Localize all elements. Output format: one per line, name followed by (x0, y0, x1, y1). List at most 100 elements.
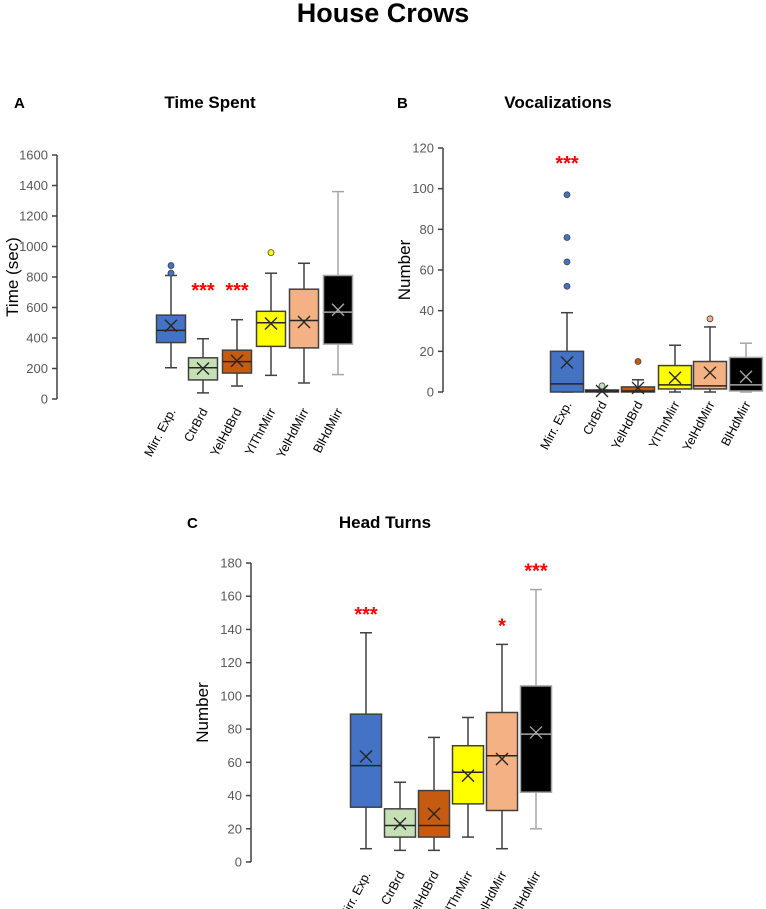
y-tick-label: 0 (41, 392, 48, 407)
y-axis-label: Time (sec) (3, 237, 22, 317)
significance-marker: *** (191, 280, 215, 302)
x-tick-label: Mirr. Exp. (142, 406, 179, 459)
y-tick-label: 40 (420, 303, 434, 318)
y-tick-label: 40 (228, 788, 242, 803)
x-tick-label: YelHdBrd (208, 406, 245, 459)
y-tick-label: 400 (26, 331, 48, 346)
y-tick-label: 20 (228, 821, 242, 836)
mean-marker (164, 319, 178, 333)
box-1: CtrBrd (378, 781, 417, 908)
y-tick-label: 20 (420, 344, 434, 359)
y-tick-label: 140 (220, 622, 242, 637)
box-iqr (255, 310, 287, 348)
box-iqr (155, 314, 187, 344)
x-tick-label: YlThrMirr (439, 869, 475, 909)
box-4: YelHdMirr (274, 262, 320, 461)
y-tick-label: 1000 (19, 239, 48, 254)
significance-marker: *** (225, 280, 249, 302)
mean-marker (196, 362, 210, 375)
y-tick-label: 600 (26, 300, 48, 315)
significance-marker: *** (555, 153, 579, 175)
outlier-point (598, 382, 606, 390)
box-5: *** BlHdMirr (508, 561, 553, 909)
mean-marker (495, 752, 509, 766)
y-tick-label: 160 (220, 589, 242, 604)
y-tick-label: 800 (26, 270, 48, 285)
box-iqr (692, 360, 728, 390)
x-tick-label: BlHdMirr (310, 406, 345, 455)
mean-marker (359, 750, 373, 764)
mean-marker (427, 807, 441, 821)
y-axis-label: Number (395, 239, 414, 300)
significance-marker: *** (524, 561, 548, 583)
x-tick-label: YlThrMirr (646, 399, 682, 451)
y-tick-label: 0 (427, 385, 434, 400)
x-tick-label: BlHdMirr (508, 869, 543, 909)
mean-marker (631, 381, 645, 395)
mean-marker (529, 725, 543, 739)
x-tick-label: CtrBrd (378, 869, 407, 908)
outlier-point (167, 262, 175, 269)
box-iqr (728, 356, 764, 392)
box-1: CtrBrd (580, 382, 620, 438)
box-1: *** CtrBrd (181, 280, 219, 445)
box-3: YlThrMirr (646, 344, 693, 451)
chart-c: C Head Turns Number 0 20 40 60 80 100 120 140 160 18… (187, 513, 553, 909)
outlier-point (563, 234, 571, 241)
box-iqr (349, 713, 383, 808)
outlier-point (563, 282, 571, 290)
y-axis-label: Number (193, 682, 212, 743)
x-tick-label: YelHdMirr (680, 399, 718, 454)
mean-marker (560, 356, 574, 370)
box-0: Mirr. Exp. (142, 262, 187, 459)
chart-title: Vocalizations (504, 93, 611, 112)
significance-marker: * (498, 615, 506, 637)
x-tick-label: YelHdBrd (405, 869, 442, 909)
y-tick-label: 120 (412, 141, 434, 156)
x-tick-label: Mirr. Exp. (538, 399, 575, 452)
box-iqr (549, 350, 585, 393)
panel-label: C (187, 515, 198, 532)
x-tick-label: BlHdMirr (718, 399, 753, 448)
x-tick-label: Mirr. Exp. (337, 869, 374, 909)
y-tick-label: 180 (220, 556, 242, 571)
x-tick-label: YelHdMirr (274, 406, 312, 461)
box-iqr (519, 685, 553, 793)
x-tick-label: CtrBrd (181, 406, 210, 445)
y-tick-label: 120 (220, 655, 242, 670)
y-tick-label: 0 (235, 855, 242, 870)
panel-label: B (397, 95, 408, 112)
chart-title: Time Spent (164, 93, 256, 112)
box-2: YelHdBrd (609, 358, 656, 452)
significance-marker: *** (354, 604, 378, 626)
box-5: BlHdMirr (718, 342, 764, 448)
y-tick-label: 80 (228, 722, 242, 737)
x-tick-label: YelHdBrd (609, 399, 646, 452)
mean-marker (264, 317, 278, 331)
chart-b: B Vocalizations Number 0 20 40 60 80 100 120 *** Mi… (395, 93, 764, 454)
x-tick-label: YelHdMirr (472, 869, 510, 909)
y-tick-label: 1600 (19, 148, 48, 163)
box-iqr (620, 386, 656, 393)
y-tick-label: 60 (228, 755, 242, 770)
mean-marker (703, 366, 717, 380)
y-tick-label: 200 (26, 361, 48, 376)
y-tick-label: 1200 (19, 209, 48, 224)
mean-marker (668, 371, 682, 385)
x-tick-label: YlThrMirr (242, 406, 278, 458)
outlier-point (634, 358, 642, 365)
mean-marker (739, 370, 753, 384)
box-iqr (485, 711, 519, 812)
y-tick-label: 100 (220, 688, 242, 703)
y-tick-label: 60 (420, 263, 434, 278)
mean-marker (393, 817, 407, 831)
box-0: *** Mirr. Exp. (337, 604, 383, 909)
outlier-point (563, 258, 571, 266)
mean-marker (461, 769, 475, 783)
x-tick-label: CtrBrd (580, 399, 609, 438)
box-iqr (288, 288, 320, 349)
mean-marker (331, 303, 345, 317)
chart-a: A Time Spent Time (sec) 0 200 400 600 800 1000 12… (3, 93, 354, 461)
figure-title: House Crows (297, 0, 470, 28)
